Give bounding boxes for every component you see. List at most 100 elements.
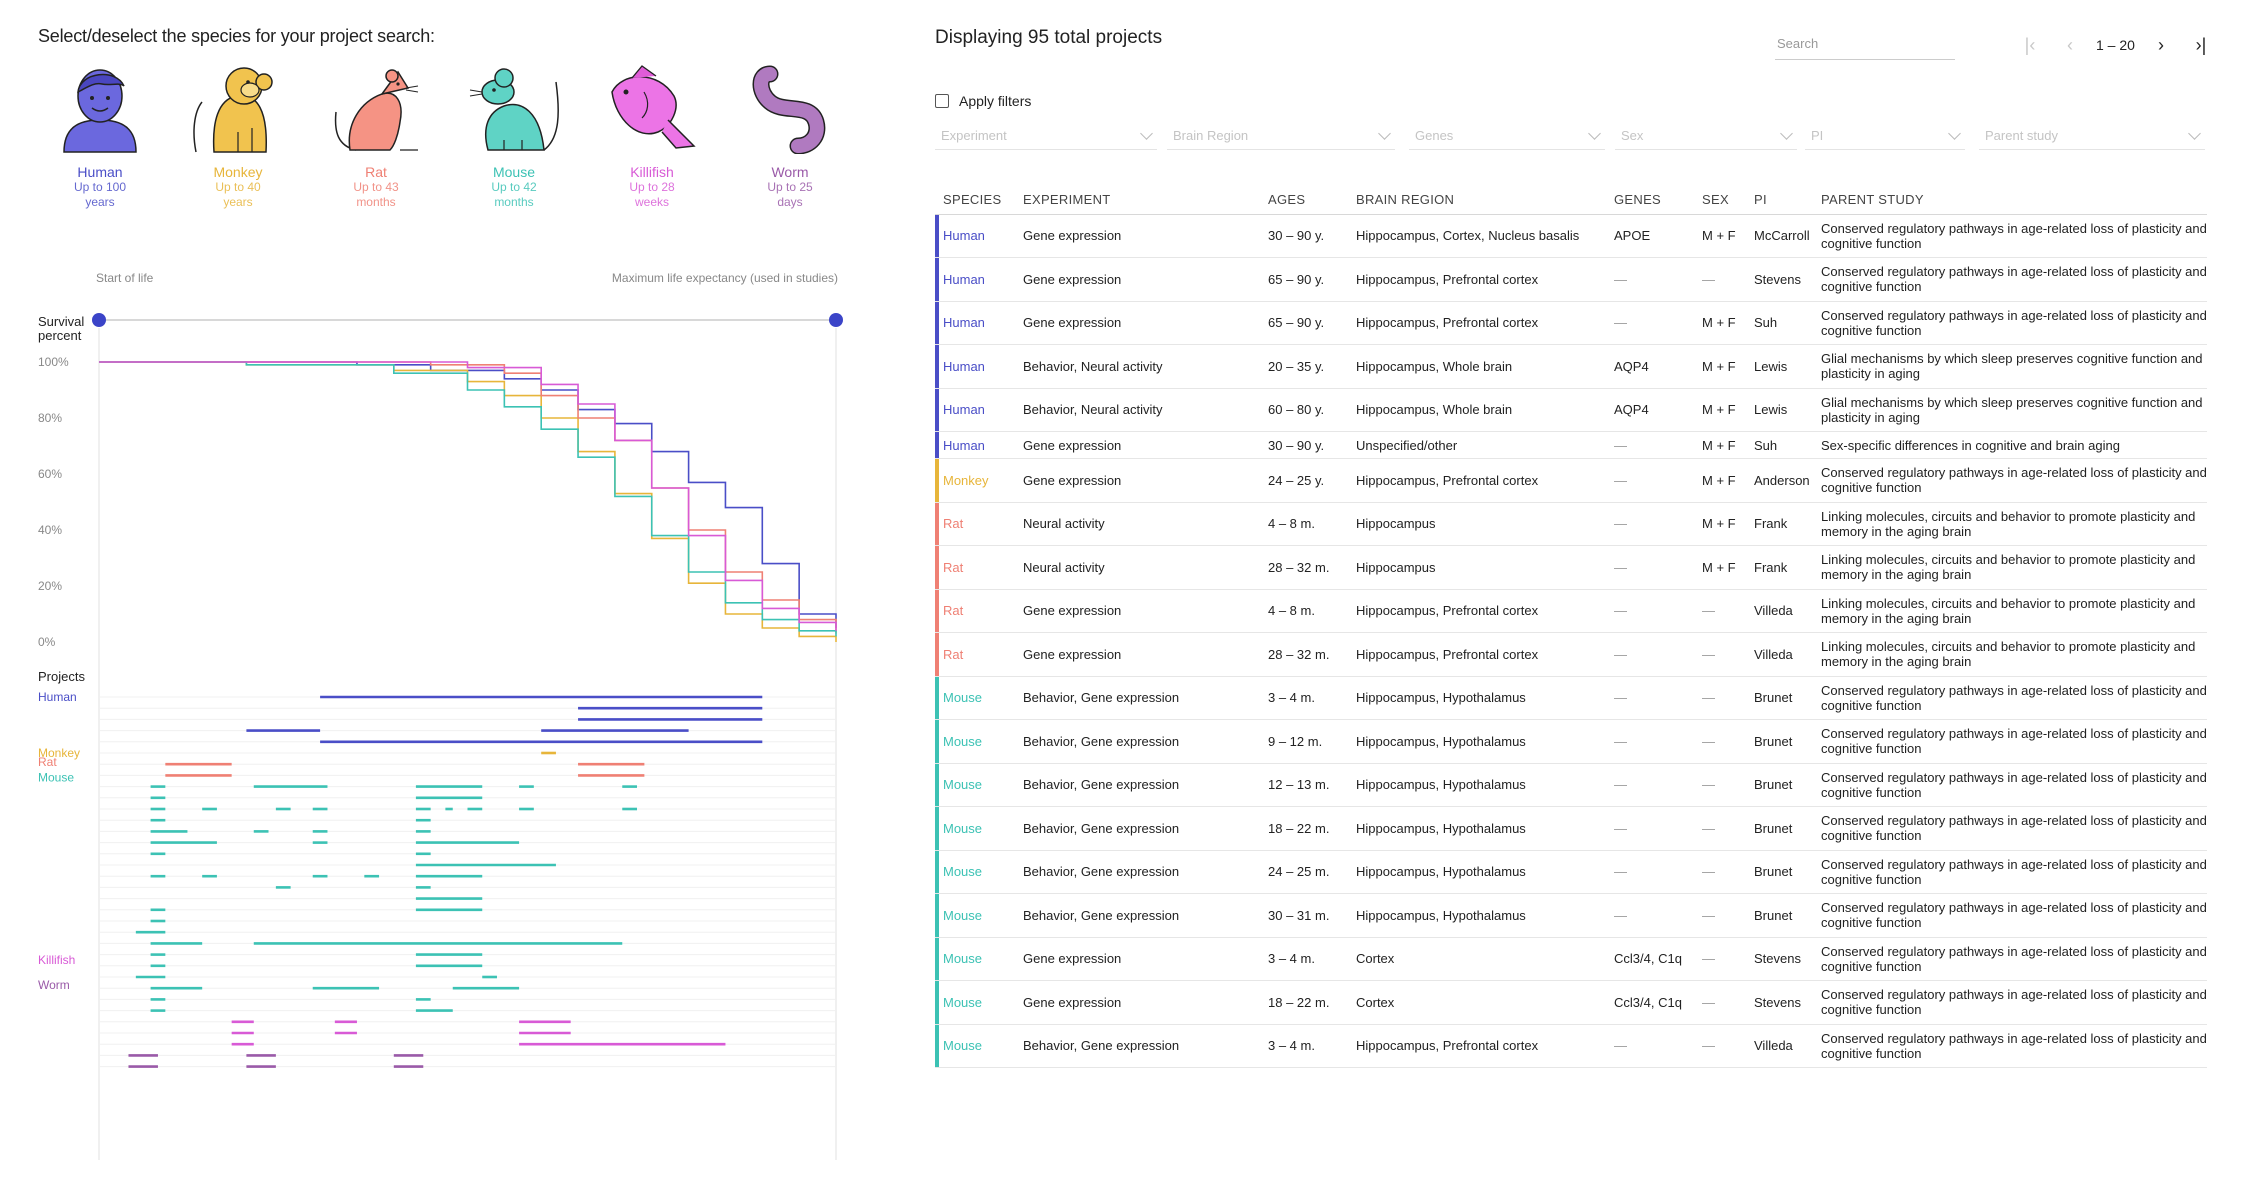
apply-filters-toggle[interactable]: Apply filters [935,93,1031,109]
prev-page-button[interactable]: ‹ [2050,30,2090,60]
first-page-button[interactable]: |‹ [2010,30,2050,60]
table-row[interactable]: Mouse Behavior, Gene expression 24 – 25 m.… [935,850,2207,894]
cell-region: Cortex [1348,937,1606,981]
cell-sex: M + F [1694,301,1746,345]
cell-study: Conserved regulatory pathways in age-rel… [1813,214,2207,258]
cell-sex: — [1694,763,1746,807]
cell-genes: — [1606,589,1694,633]
table-row[interactable]: Rat Neural activity 4 – 8 m. Hippocampus — M … [935,502,2207,546]
table-row[interactable]: Mouse Behavior, Gene expression 30 – 31 m.… [935,893,2207,938]
species-name: Mouse [492,164,536,180]
table-row[interactable]: Human Gene expression 30 – 90 y. Unspecifie… [935,431,2207,459]
cell-region: Hippocampus, Prefrontal cortex [1348,458,1606,503]
table-row[interactable]: Monkey Gene expression 24 – 25 y. Hippocamp… [935,458,2207,503]
filter-sex[interactable]: Sex [1615,122,1797,150]
column-header[interactable]: SEX [1694,186,1746,215]
cell-region: Hippocampus, Hypothalamus [1348,676,1606,720]
species-mouse[interactable]: Mouse Up to 42 months [444,62,584,210]
cell-ages: 28 – 32 m. [1260,545,1348,590]
cell-study: Conserved regulatory pathways in age-rel… [1813,676,2207,720]
filter-parent-study[interactable]: Parent study [1979,122,2205,150]
species-lifespan-unit: days [777,195,803,209]
filter-experiment[interactable]: Experiment [935,122,1157,150]
cell-ages: 65 – 90 y. [1260,257,1348,302]
cell-species: Human [935,301,1015,345]
species-worm[interactable]: Worm Up to 25 days [720,62,860,210]
species-selector: Human Up to 100 years Monkey Up to 40 ye… [30,62,870,232]
table-row[interactable]: Rat Gene expression 28 – 32 m. Hippocampus,… [935,632,2207,677]
survival-curve-mouse [99,361,837,637]
human-icon [63,69,137,153]
filter-genes[interactable]: Genes [1409,122,1605,150]
survival-curve-monkey [99,361,837,642]
cell-species: Human [935,431,1015,459]
first-page-icon: |‹ [2024,34,2036,55]
table-row[interactable]: Mouse Gene expression 3 – 4 m. Cortex Ccl3/4… [935,937,2207,981]
search-input[interactable] [1775,28,1955,60]
table-row[interactable]: Rat Neural activity 28 – 32 m. Hippocampus —… [935,545,2207,590]
column-header[interactable]: AGES [1260,186,1348,215]
range-end-handle[interactable] [829,313,843,327]
table-row[interactable]: Mouse Behavior, Gene expression 12 – 13 m.… [935,763,2207,807]
table-row[interactable]: Mouse Behavior, Gene expression 18 – 22 m.… [935,806,2207,851]
next-page-button[interactable]: › [2141,30,2181,60]
cell-genes: — [1606,893,1694,938]
filter-pi[interactable]: PI [1805,122,1965,150]
table-row[interactable]: Mouse Gene expression 18 – 22 m. Cortex Ccl3… [935,980,2207,1025]
column-header[interactable]: GENES [1606,186,1694,215]
cell-sex: M + F [1694,502,1746,546]
cell-experiment: Behavior, Gene expression [1015,719,1260,764]
column-header[interactable]: PI [1746,186,1813,215]
column-header[interactable]: SPECIES [935,186,1015,215]
cell-sex: M + F [1694,344,1746,389]
species-human[interactable]: Human Up to 100 years [30,62,170,210]
species-killifish[interactable]: Killifish Up to 28 weeks [582,62,722,210]
species-monkey[interactable]: Monkey Up to 40 years [168,62,308,210]
species-lifespan: Up to 43 [353,180,399,194]
table-row[interactable]: Human Gene expression 30 – 90 y. Hippocampu… [935,214,2207,258]
table-row[interactable]: Rat Gene expression 4 – 8 m. Hippocampus, P… [935,589,2207,633]
species-name: Worm [771,164,809,180]
filter-label: Brain Region [1173,128,1249,143]
table-row[interactable]: Human Gene expression 65 – 90 y. Hippocampu… [935,257,2207,302]
table-row[interactable]: Mouse Behavior, Gene expression 3 – 4 m. Hi… [935,676,2207,720]
range-slider[interactable] [92,313,843,327]
table-row[interactable]: Human Behavior, Neural activity 60 – 80 y.… [935,388,2207,432]
chevron-down-icon [1588,126,1601,140]
table-row[interactable]: Mouse Behavior, Gene expression 9 – 12 m. H… [935,719,2207,764]
range-start-handle[interactable] [92,313,106,327]
cell-region: Hippocampus, Hypothalamus [1348,763,1606,807]
cell-pi: Brunet [1746,893,1813,938]
column-header[interactable]: BRAIN REGION [1348,186,1606,215]
y-tick-label: 40% [38,523,62,537]
filter-brain-region[interactable]: Brain Region [1167,122,1395,150]
species-rat[interactable]: Rat Up to 43 months [306,62,446,210]
cell-species: Human [935,214,1015,258]
cell-experiment: Gene expression [1015,980,1260,1025]
cell-sex: M + F [1694,388,1746,432]
last-page-button[interactable]: ›| [2181,30,2221,60]
cell-pi: Brunet [1746,806,1813,851]
table-row[interactable]: Human Gene expression 65 – 90 y. Hippocampu… [935,301,2207,345]
column-header[interactable]: PARENT STUDY [1813,186,2207,215]
table-row[interactable]: Human Behavior, Neural activity 20 – 35 y.… [935,344,2207,389]
cell-genes: — [1606,431,1694,459]
apply-filters-checkbox[interactable] [935,94,949,108]
cell-species: Rat [935,589,1015,633]
table-row[interactable]: Mouse Behavior, Gene expression 3 – 4 m. Hi… [935,1024,2207,1068]
chevron-right-icon: › [2157,34,2164,55]
cell-study: Linking molecules, circuits and behavior… [1813,589,2207,633]
cell-experiment: Behavior, Gene expression [1015,676,1260,720]
cell-pi: Suh [1746,301,1813,345]
cell-sex: — [1694,257,1746,302]
cell-study: Conserved regulatory pathways in age-rel… [1813,850,2207,894]
column-header[interactable]: EXPERIMENT [1015,186,1260,215]
projects-label: Projects [38,669,85,684]
cell-genes: — [1606,676,1694,720]
species-lifespan: Up to 42 [491,180,537,194]
y-tick-label: 20% [38,579,62,593]
cell-species: Human [935,344,1015,389]
cell-study: Conserved regulatory pathways in age-rel… [1813,719,2207,764]
cell-pi: Villeda [1746,589,1813,633]
lane-label-human: Human [38,690,77,704]
